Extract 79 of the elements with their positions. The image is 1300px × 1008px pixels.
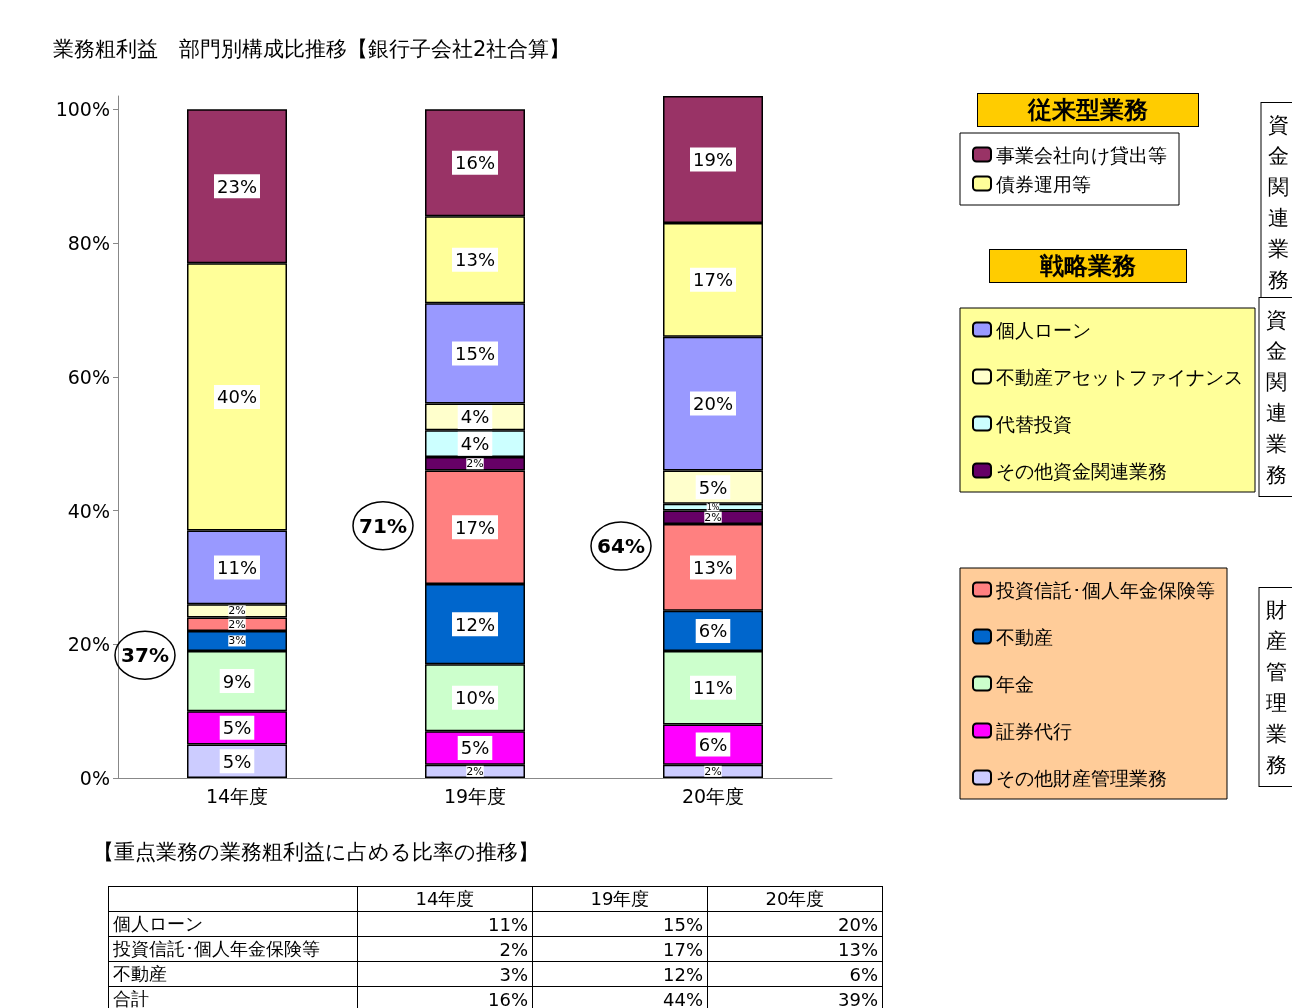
data-label: 17%	[532, 936, 708, 962]
data-label: 20%	[692, 393, 734, 415]
data-label: 11%	[216, 556, 258, 578]
y-tick-label: 100%	[55, 98, 110, 121]
data-label: 19%	[692, 149, 734, 171]
data-label: 2%	[228, 617, 246, 631]
legend-label: 年金	[996, 672, 1034, 695]
data-label: 2%	[466, 764, 484, 778]
y-tick-label: 不動産	[108, 961, 358, 987]
data-label: 11%	[692, 677, 734, 699]
data-label: 9%	[222, 670, 252, 692]
data-label: 12%	[454, 613, 496, 635]
data-label: 15%	[532, 911, 708, 937]
x-tick-label: 19年度	[443, 784, 507, 807]
data-label: 15%	[454, 342, 496, 364]
data-label: 39%	[707, 986, 883, 1008]
data-label: 13%	[454, 249, 496, 271]
x-tick-label: 20年度	[681, 784, 745, 807]
y-tick-label: 20%	[67, 633, 110, 656]
y-tick-label: 40%	[67, 499, 110, 522]
x-tick-label: 19年度	[532, 886, 708, 912]
legend-label: 不動産	[996, 625, 1053, 648]
data-label: 3%	[357, 961, 533, 987]
y-tick-label: 個人ローン	[108, 911, 358, 937]
data-label: 4%	[460, 406, 490, 428]
y-tick-label: 0%	[79, 767, 110, 789]
x-tick-label: 20年度	[707, 886, 883, 912]
data-label: 20%	[707, 911, 883, 937]
legend-label: 不動産アセットファイナンス	[996, 365, 1243, 388]
data-label: 6%	[707, 961, 883, 987]
legend-label: その他財産管理業務	[996, 766, 1167, 789]
text: 資金関連業務	[1267, 112, 1289, 292]
data-label: 10%	[454, 687, 496, 709]
data-label: 17%	[692, 269, 734, 291]
data-label: 16%	[454, 152, 496, 174]
text: 財産管理業務	[1265, 597, 1287, 777]
legend-label: 代替投資	[995, 412, 1072, 435]
data-label: 1%	[706, 502, 720, 512]
data-label: 23%	[216, 175, 258, 197]
annotation: 71%	[359, 513, 407, 538]
legend-label: 事業会社向け貸出等	[996, 143, 1167, 166]
data-label: 4%	[460, 433, 490, 455]
data-label: 13%	[692, 556, 734, 578]
data-label: 2%	[357, 936, 533, 962]
data-label: 17%	[454, 516, 496, 538]
data-label: 2%	[704, 510, 722, 524]
data-label: 6%	[698, 734, 728, 756]
data-label: 16%	[357, 986, 533, 1008]
data-label: 13%	[707, 936, 883, 962]
data-label: 3%	[228, 634, 246, 648]
chart-title: 業務粗利益 部門別構成比推移【銀行子会社2社合算】	[53, 36, 571, 61]
data-label: 12%	[532, 961, 708, 987]
y-tick-label: 80%	[67, 232, 110, 255]
data-label: 11%	[357, 911, 533, 937]
data-label: 2%	[704, 764, 722, 778]
legend-label: その他資金関連業務	[996, 459, 1167, 482]
text: 資金関連業務	[1265, 307, 1287, 487]
legend-label: 債券運用等	[996, 172, 1091, 195]
data-label: 5%	[460, 737, 490, 759]
data-label: 2%	[228, 604, 246, 618]
legend-label: 投資信託･個人年金保険等	[995, 578, 1215, 601]
legend-label: 個人ローン	[996, 318, 1091, 341]
text: 従来型業務	[1027, 96, 1148, 124]
chart-title: 【重点業務の業務粗利益に占める比率の推移】	[93, 839, 540, 866]
data-label: 5%	[698, 476, 728, 498]
data-label: 5%	[222, 750, 252, 772]
y-tick-label: 投資信託･個人年金保険等	[108, 936, 358, 962]
annotation: 37%	[121, 643, 169, 668]
data-label: 2%	[466, 457, 484, 471]
x-tick-label: 14年度	[205, 784, 269, 807]
data-label: 5%	[222, 717, 252, 739]
y-tick-label: 60%	[67, 365, 110, 388]
annotation: 64%	[597, 534, 645, 559]
data-label: 6%	[698, 620, 728, 642]
text: 戦略業務	[1039, 252, 1136, 280]
x-tick-label: 14年度	[357, 886, 533, 912]
data-label: 44%	[532, 986, 708, 1008]
y-tick-label: 合計	[108, 986, 358, 1008]
legend-label: 証券代行	[996, 719, 1072, 742]
